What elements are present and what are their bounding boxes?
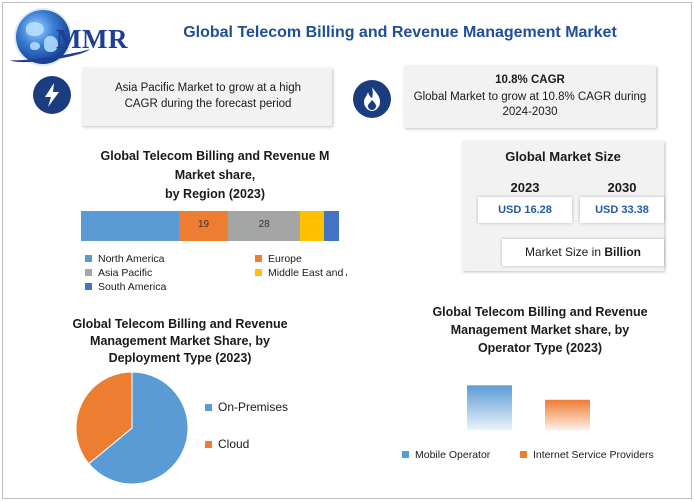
region-legend-south-america: South America bbox=[85, 281, 166, 293]
operator-title-line-2: Management Market share, by bbox=[450, 323, 630, 337]
market-size-unit: Billion bbox=[604, 245, 642, 259]
region-bar-label-europe: 19 bbox=[197, 219, 210, 230]
operator-title-line-1: Global Telecom Billing and Revenue bbox=[432, 305, 648, 319]
legend-swatch bbox=[255, 269, 262, 276]
operator-legend: Mobile Operator Internet Service Provider… bbox=[402, 449, 682, 465]
highlight-text-asia: Asia Pacific Market to grow at a high CA… bbox=[115, 82, 301, 110]
highlight-card-asia bbox=[82, 68, 332, 126]
mmr-logo: MMR bbox=[9, 8, 170, 66]
region-bar-label-asia-pacific: 28 bbox=[258, 219, 270, 230]
flame-icon bbox=[353, 80, 391, 118]
pie-slice-on-premises bbox=[88, 371, 189, 485]
operator-legend-internet-service-providers: Internet Service Providers bbox=[520, 449, 654, 461]
legend-swatch bbox=[205, 404, 212, 411]
deployment-pie-chart bbox=[75, 371, 189, 485]
region-title-line-1: Global Telecom Billing and Revenue M bbox=[100, 149, 330, 163]
legend-label: Europe bbox=[268, 253, 302, 265]
operator-legend-mobile-operator: Mobile Operator bbox=[402, 449, 490, 461]
legend-label: Internet Service Providers bbox=[533, 449, 654, 461]
region-stacked-bar: 19 28 bbox=[81, 211, 346, 241]
deployment-legend-cloud: Cloud bbox=[205, 437, 249, 451]
region-bar-middle-east-and-africa bbox=[300, 211, 324, 241]
legend-label: On-Premises bbox=[218, 400, 289, 414]
highlight-text-cagr: Global Market to grow at 10.8% CAGR duri… bbox=[413, 91, 647, 118]
deployment-legend: On-Premises Cloud bbox=[205, 400, 315, 460]
pie-slice-cloud bbox=[75, 371, 133, 465]
legend-label: Cloud bbox=[218, 437, 250, 451]
region-bar-north-america bbox=[81, 211, 180, 241]
legend-label: Mobile Operator bbox=[415, 449, 491, 461]
highlight-card-cagr bbox=[404, 66, 656, 128]
region-bar-asia-pacific bbox=[228, 211, 301, 241]
region-chart-title: Global Telecom Billing and Revenue M Mar… bbox=[80, 147, 350, 204]
market-size-title: Global Market Size bbox=[505, 149, 621, 164]
region-legend-europe: Europe bbox=[255, 253, 302, 265]
region-title-line-3: by Region (2023) bbox=[164, 187, 266, 201]
legend-swatch bbox=[402, 451, 409, 458]
page-title: Global Telecom Billing and Revenue Manag… bbox=[183, 24, 617, 41]
legend-label: North America bbox=[98, 253, 165, 265]
legend-label: Middle East and Africa bbox=[268, 267, 347, 279]
deployment-title-line-3: Deployment Type (2023) bbox=[108, 351, 252, 365]
legend-label: Asia Pacific bbox=[98, 267, 153, 279]
region-legend-north-america: North America bbox=[85, 253, 165, 265]
region-bar-europe bbox=[179, 211, 229, 241]
legend-swatch bbox=[85, 255, 92, 262]
legend-label: South America bbox=[98, 281, 167, 293]
deployment-legend-on-premises: On-Premises bbox=[205, 400, 288, 414]
globe-icon bbox=[16, 10, 70, 64]
market-size-year-2023: 2023 bbox=[510, 180, 540, 195]
market-size-unit-note: Market Size in Billion bbox=[502, 239, 664, 266]
deployment-title-line-1: Global Telecom Billing and Revenue bbox=[72, 317, 288, 331]
market-size-unit-prefix: Market Size in bbox=[524, 245, 605, 259]
operator-bar-chart bbox=[467, 385, 590, 430]
operator-bar-mobile-operator bbox=[467, 385, 512, 430]
deployment-chart-title: Global Telecom Billing and Revenue Manag… bbox=[50, 316, 310, 367]
legend-swatch bbox=[205, 441, 212, 448]
legend-swatch bbox=[520, 451, 527, 458]
market-size-value-2023: USD 16.28 bbox=[478, 197, 572, 223]
region-legend-middle-east-and-africa: Middle East and Africa bbox=[255, 267, 347, 279]
operator-chart-title: Global Telecom Billing and Revenue Manag… bbox=[405, 303, 675, 357]
highlight-heading-cagr: 10.8% CAGR bbox=[495, 74, 565, 86]
logo-text: MMR bbox=[56, 24, 128, 54]
market-size-value-2030: USD 33.38 bbox=[580, 197, 664, 223]
market-size-year-2030: 2030 bbox=[607, 180, 637, 195]
legend-swatch bbox=[85, 283, 92, 290]
region-legend-asia-pacific: Asia Pacific bbox=[85, 267, 152, 279]
region-bar-south-america bbox=[323, 211, 339, 241]
deployment-title-line-2: Management Market Share, by bbox=[90, 334, 270, 348]
operator-bar-internet-service-providers bbox=[545, 399, 590, 430]
region-title-line-2: Market share, bbox=[174, 168, 256, 182]
lightning-icon bbox=[33, 76, 71, 114]
legend-swatch bbox=[85, 269, 92, 276]
region-legend: North America Europe Asia Pacific Middle Ea… bbox=[85, 253, 350, 298]
legend-swatch bbox=[255, 255, 262, 262]
operator-title-line-3: Operator Type (2023) bbox=[477, 341, 603, 355]
